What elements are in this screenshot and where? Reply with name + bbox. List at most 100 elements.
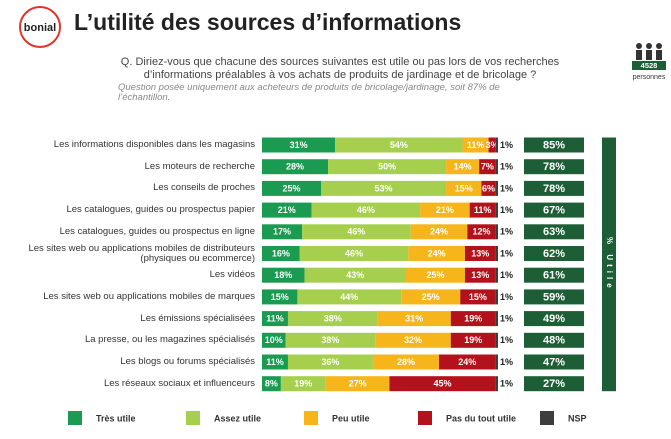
legend-swatch [540, 411, 554, 425]
bar-segment [328, 159, 447, 175]
bar-segment [262, 159, 329, 175]
value-label: 53% [375, 183, 393, 193]
total-box [524, 311, 584, 327]
bar-segment [464, 246, 496, 261]
legend-label: Assez utile [214, 413, 261, 423]
value-label: 24% [430, 227, 448, 237]
bar-segment [325, 376, 390, 392]
value-label: 1% [500, 205, 513, 215]
bar-segment [495, 267, 498, 283]
total-label: 49% [543, 313, 565, 325]
value-label: 28% [286, 162, 304, 172]
total-name: % Utile [605, 237, 614, 292]
value-label: 46% [347, 227, 365, 237]
value-label: 27% [349, 379, 367, 389]
bar-segment [495, 159, 498, 175]
sample-unit: personnes [633, 74, 666, 81]
category-label: Les moteurs de recherche [144, 160, 255, 172]
bar-segment [262, 289, 298, 305]
bar-segment [304, 267, 406, 283]
logo: bonial [24, 22, 56, 34]
total-label: 67% [543, 205, 565, 217]
category-label: Les sites web ou applications mobiles de… [28, 242, 255, 264]
value-label: 15% [469, 292, 487, 302]
value-label: 19% [464, 335, 482, 345]
bar-segment [495, 376, 498, 392]
value-label: 1% [500, 357, 513, 367]
bar-segment [446, 180, 482, 196]
bar-segment [410, 224, 468, 240]
bar-segment [481, 180, 496, 196]
category-label: Les blogs ou forums spécialisés [120, 356, 255, 367]
value-label: 36% [321, 357, 339, 367]
value-label: 6% [482, 183, 495, 193]
value-label: 13% [471, 270, 489, 280]
category-label: Les catalogues, guides ou prospectus pap… [66, 204, 255, 216]
value-label: 15% [455, 183, 473, 193]
value-label: 46% [345, 248, 363, 258]
value-label: 54% [390, 140, 408, 150]
value-label: 13% [471, 248, 489, 258]
value-label: 32% [404, 335, 422, 345]
total-box [524, 159, 584, 175]
logo-ring [19, 6, 61, 48]
legend-swatch [418, 411, 432, 425]
total-label: 27% [543, 378, 565, 390]
total-box [524, 376, 584, 392]
bar-segment [469, 202, 496, 218]
bar-segment [262, 180, 321, 196]
value-label: 11% [474, 205, 492, 215]
bar-segment [262, 332, 286, 348]
bar-segment [464, 267, 496, 283]
value-label: 25% [422, 292, 440, 302]
value-label: 1% [500, 162, 513, 172]
value-label: 10% [265, 335, 283, 345]
bar-segment [335, 137, 463, 153]
total-box [524, 354, 584, 370]
sample-size: 4528 [641, 61, 658, 70]
bar-segment [495, 137, 498, 153]
value-label: 38% [321, 335, 339, 345]
bar-segment [262, 376, 281, 392]
bar-segment [450, 332, 496, 348]
category-label: La presse, ou les magazines spécialisés [84, 334, 255, 346]
bar-segment [467, 224, 496, 240]
category-label: Les réseaux sociaux et influenceurs [103, 377, 255, 389]
bar-segment [287, 354, 373, 370]
note: Question posée uniquement aux acheteurs … [118, 82, 500, 103]
value-label: 1% [500, 379, 513, 389]
question: Q. Diriez-vous que chacune des sources s… [120, 56, 560, 81]
value-label: 16% [272, 248, 290, 258]
bar-segment [262, 246, 300, 261]
value-label: 18% [274, 270, 292, 280]
bar-segment [420, 202, 470, 218]
bar-segment [302, 224, 411, 240]
value-label: 15% [271, 292, 289, 302]
bar-segment [495, 224, 498, 240]
total-box [524, 224, 584, 240]
bar-segment [405, 267, 465, 283]
bar-segment [375, 332, 451, 348]
bar-segment [299, 246, 409, 261]
title: L’utilité des sources d’informations [74, 9, 462, 35]
bar-segment [280, 376, 326, 392]
bar-segment [462, 137, 489, 153]
bar-segment [262, 137, 336, 153]
value-label: 24% [428, 248, 446, 258]
value-label: 21% [278, 205, 296, 215]
bar-segment [495, 202, 498, 218]
value-label: 8% [265, 379, 278, 389]
value-label: 1% [500, 227, 513, 237]
bar-segment [408, 246, 465, 261]
value-label: 14% [454, 162, 472, 172]
bar-segment [495, 246, 498, 261]
bar-segment [450, 311, 496, 327]
category-label: Les sites web ou applications mobiles de… [43, 290, 255, 302]
legend-label: Très utile [96, 413, 136, 423]
bar-segment [287, 311, 378, 327]
value-label: 19% [294, 379, 312, 389]
value-label: 31% [290, 140, 308, 150]
legend-label: NSP [568, 413, 587, 423]
